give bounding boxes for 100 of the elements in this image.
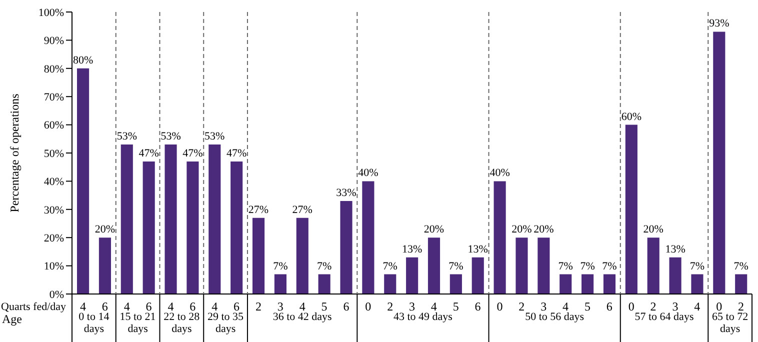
data-label: 40% xyxy=(358,167,378,180)
x-tick-label: 6 xyxy=(146,300,152,314)
y-tick-label: 20% xyxy=(44,232,64,245)
bar xyxy=(516,238,528,294)
bar xyxy=(318,274,330,294)
text: 36 to 42 days xyxy=(272,311,332,323)
data-label: 7% xyxy=(734,260,748,272)
data-label: 7% xyxy=(558,260,573,272)
bar xyxy=(625,124,638,294)
data-label: 20% xyxy=(512,224,532,236)
x-tick-label: 6 xyxy=(102,300,108,314)
bar xyxy=(340,200,352,294)
bar xyxy=(713,32,726,294)
data-label: 40% xyxy=(490,167,510,180)
x-tick-label: 0 xyxy=(716,300,722,314)
y-tick-label: 10% xyxy=(44,260,64,273)
x-tick-label: 4 xyxy=(124,300,130,314)
bar xyxy=(164,144,177,294)
bar xyxy=(472,257,484,294)
x-tick-label: 4 xyxy=(299,300,306,314)
bar xyxy=(77,68,90,294)
x-tick-label: 6 xyxy=(190,300,196,314)
data-label: 7% xyxy=(602,260,617,272)
bar xyxy=(560,274,572,294)
data-label: 53% xyxy=(160,130,181,143)
text: 43 to 49 days xyxy=(393,311,452,323)
text: Age xyxy=(2,312,22,326)
data-label: 27% xyxy=(248,204,269,216)
x-tick-label: 2 xyxy=(387,300,394,314)
x-tick-label: 6 xyxy=(474,300,481,314)
data-label: 20% xyxy=(424,224,444,236)
bar xyxy=(428,238,440,294)
y-tick-label: 80% xyxy=(44,63,64,76)
data-label: 33% xyxy=(336,186,356,199)
data-label: 7% xyxy=(580,260,595,272)
bar xyxy=(362,181,374,294)
bar xyxy=(406,257,418,294)
x-tick-label: 3 xyxy=(540,300,547,314)
data-label: 80% xyxy=(72,54,94,66)
data-label: 47% xyxy=(138,147,159,160)
bar xyxy=(735,274,748,294)
x-tick-label: 5 xyxy=(452,300,459,314)
data-label: 47% xyxy=(182,147,203,160)
y-axis-title: Percentage of operations xyxy=(7,93,22,212)
x-axis-title: Quarts fed/day xyxy=(1,301,67,313)
data-label: 7% xyxy=(690,260,705,272)
text: 15 to 21 days xyxy=(118,311,157,335)
data-label: 13% xyxy=(402,243,422,256)
data-label: 20% xyxy=(534,224,554,236)
bar xyxy=(669,257,682,294)
x-tick-label: 0 xyxy=(365,300,372,314)
x-tick-label: 2 xyxy=(738,300,744,314)
x-tick-label: 2 xyxy=(255,300,262,314)
x-tick-label: 0 xyxy=(628,300,634,314)
bar xyxy=(296,218,308,294)
text: 29 to 35 days xyxy=(206,311,245,335)
x-tick-label: 6 xyxy=(234,300,240,314)
data-label: 20% xyxy=(94,224,116,236)
data-label: 7% xyxy=(273,260,288,272)
y-tick-label: 50% xyxy=(44,148,64,160)
x-tick-label: 2 xyxy=(650,300,656,314)
data-label: 7% xyxy=(316,260,332,272)
y-tick-label: 0% xyxy=(49,288,64,301)
x-tick-label: 4 xyxy=(80,300,86,314)
data-label: 13% xyxy=(468,243,488,256)
x-tick-label: 4 xyxy=(212,300,218,314)
y-tick-label: 60% xyxy=(44,120,64,132)
x-tick-label: 3 xyxy=(277,300,284,314)
x-tick-label: 0 xyxy=(496,300,503,314)
bar xyxy=(450,274,462,294)
y-tick-label: 40% xyxy=(44,176,64,188)
text: 0 to 14 days xyxy=(78,311,110,335)
bar xyxy=(494,181,506,294)
data-label: 7% xyxy=(448,260,464,272)
y-tick-label: 70% xyxy=(44,92,64,104)
bar xyxy=(691,274,704,294)
x-tick-label: 5 xyxy=(584,300,590,314)
bar xyxy=(252,218,265,294)
x-tick-label: 6 xyxy=(606,300,612,314)
text: 50 to 56 days xyxy=(525,311,584,323)
bar xyxy=(603,274,616,294)
bar xyxy=(208,144,221,294)
bar xyxy=(384,274,396,294)
bar xyxy=(98,238,111,294)
data-label: 27% xyxy=(292,204,312,216)
data-label: 53% xyxy=(116,130,137,143)
bar xyxy=(538,238,550,294)
y-tick-label: 90% xyxy=(44,35,64,48)
y-tick-label: 30% xyxy=(44,204,64,216)
bar xyxy=(582,274,594,294)
bar xyxy=(647,238,660,294)
bar xyxy=(274,274,286,294)
text: 57 to 64 days xyxy=(634,311,694,323)
data-label: 7% xyxy=(382,260,398,272)
x-tick-label: 5 xyxy=(321,300,328,314)
x-tick-label: 6 xyxy=(343,300,350,314)
x-tick-label: 4 xyxy=(694,300,700,314)
text: 65 to 72 days xyxy=(711,311,750,335)
data-label: 53% xyxy=(204,130,225,143)
data-label: 93% xyxy=(709,18,730,30)
